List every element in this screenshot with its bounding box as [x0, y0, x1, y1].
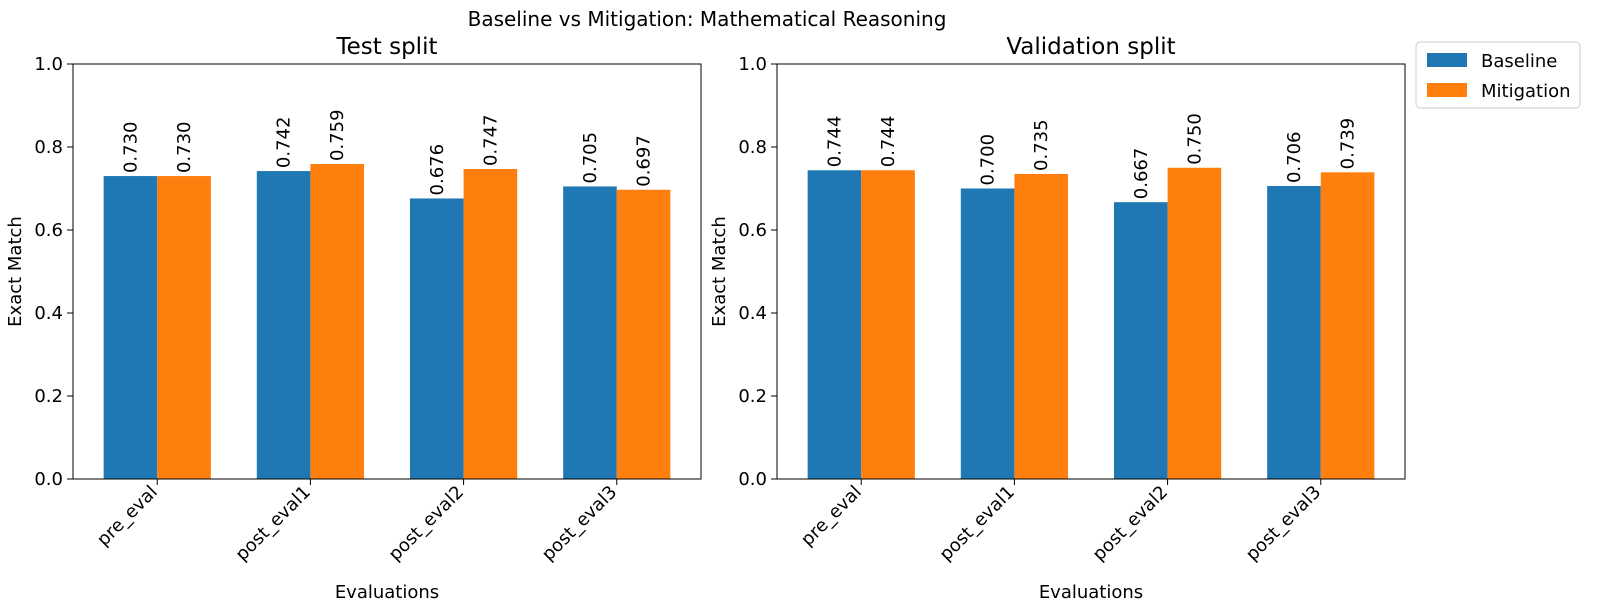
y-tick-label: 0.0 [34, 469, 63, 490]
chart-test-split: Test split Evaluations Exact Match 0.730… [5, 34, 702, 603]
bar-mitigation-post_eval3 [1320, 172, 1375, 479]
data-label-mitigation-post_eval2: 0.750 [1184, 113, 1205, 165]
y-axis-label: Exact Match [5, 216, 26, 327]
bar-baseline-pre_eval [103, 176, 158, 480]
data-label-baseline-post_eval2: 0.667 [1131, 148, 1152, 200]
y-tick-label: 0.6 [34, 220, 63, 241]
x-tick-label: post_eval2 [385, 482, 469, 566]
y-tick-label: 0.0 [738, 469, 767, 490]
legend-label-mitigation: Mitigation [1481, 81, 1571, 102]
data-label-mitigation-post_eval1: 0.735 [1031, 119, 1052, 171]
x-tick-label: pre_eval [93, 482, 162, 551]
data-label-mitigation-post_eval2: 0.747 [480, 114, 501, 166]
y-axis-label: Exact Match [709, 216, 730, 327]
data-label-baseline-post_eval3: 0.706 [1284, 131, 1305, 183]
bar-mitigation-post_eval1 [310, 164, 365, 479]
x-tick-label: post_eval1 [935, 482, 1019, 566]
x-tick-label: pre_eval [797, 482, 866, 551]
y-tick-label: 0.8 [34, 137, 63, 158]
y-tick-label: 0.6 [738, 220, 767, 241]
data-label-baseline-post_eval3: 0.705 [580, 132, 601, 184]
figure-suptitle: Baseline vs Mitigation: Mathematical Rea… [468, 7, 947, 31]
legend: Baseline Mitigation [1415, 41, 1581, 109]
y-tick-label: 1.0 [738, 54, 767, 75]
bar-baseline-post_eval1 [960, 188, 1015, 479]
plot-frame [776, 63, 1406, 480]
data-label-baseline-post_eval1: 0.700 [978, 134, 999, 186]
data-label-mitigation-post_eval3: 0.697 [634, 135, 655, 187]
data-label-mitigation-post_eval1: 0.759 [327, 109, 348, 161]
y-tick-label: 0.4 [738, 303, 767, 324]
x-tick-label: post_eval1 [231, 482, 315, 566]
chart-title: Validation split [1006, 34, 1175, 60]
legend-swatch-mitigation [1427, 83, 1467, 97]
x-tick-label: post_eval2 [1089, 482, 1173, 566]
bar-baseline-post_eval2 [1113, 202, 1168, 479]
y-tick-label: 0.2 [34, 386, 63, 407]
plot-frame [72, 63, 702, 480]
bar-baseline-post_eval3 [1267, 186, 1321, 479]
y-tick-label: 0.8 [738, 137, 767, 158]
data-label-baseline-pre_eval: 0.730 [120, 122, 141, 174]
x-axis-label: Evaluations [1039, 582, 1143, 603]
bar-mitigation-post_eval2 [1167, 167, 1222, 479]
chart-validation-split: Validation split Evaluations Exact Match… [709, 34, 1406, 603]
bar-mitigation-post_eval1 [1014, 173, 1069, 480]
legend-swatch-baseline [1427, 53, 1467, 67]
x-axis-label: Evaluations [335, 582, 439, 603]
x-tick-label: post_eval3 [1242, 482, 1326, 566]
y-tick-label: 1.0 [34, 54, 63, 75]
legend-label-baseline: Baseline [1481, 51, 1557, 72]
data-label-baseline-pre_eval: 0.744 [824, 116, 845, 168]
data-label-mitigation-post_eval3: 0.739 [1338, 118, 1359, 170]
bar-mitigation-post_eval3 [616, 189, 671, 479]
bar-mitigation-post_eval2 [463, 169, 518, 479]
x-tick-label: post_eval3 [538, 482, 622, 566]
bar-baseline-post_eval3 [563, 186, 617, 479]
bar-baseline-post_eval1 [256, 171, 311, 479]
bar-baseline-post_eval2 [409, 198, 464, 479]
y-tick-label: 0.4 [34, 303, 63, 324]
bar-mitigation-pre_eval [861, 170, 915, 480]
bar-baseline-pre_eval [807, 170, 862, 480]
chart-title: Test split [336, 34, 438, 60]
bar-mitigation-pre_eval [157, 176, 211, 480]
data-label-baseline-post_eval1: 0.742 [274, 117, 295, 169]
data-label-baseline-post_eval2: 0.676 [427, 144, 448, 196]
data-label-mitigation-pre_eval: 0.730 [174, 122, 195, 174]
y-tick-label: 0.2 [738, 386, 767, 407]
data-label-mitigation-pre_eval: 0.744 [878, 116, 899, 168]
